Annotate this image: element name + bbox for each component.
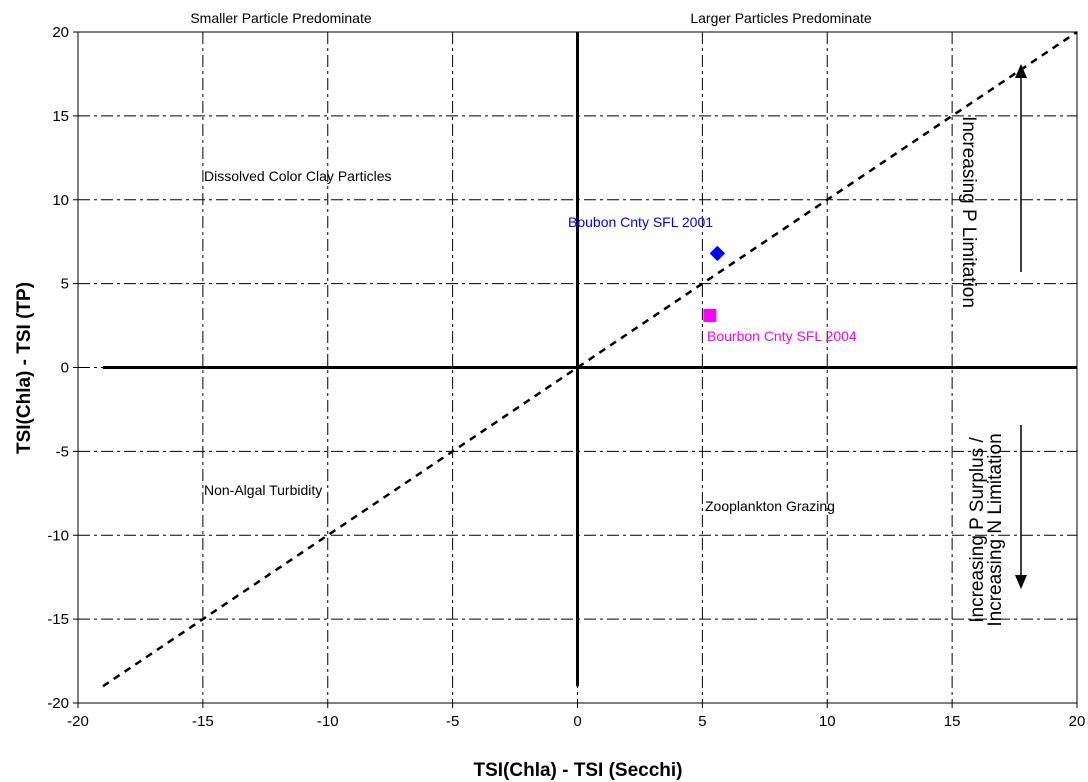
x-tick-label: 10 bbox=[819, 713, 836, 730]
reference-line-group bbox=[102, 30, 1078, 688]
down-arrow-label-line-2: Increasing N Limitation bbox=[985, 433, 1006, 626]
top-left-note: Smaller Particle Predominate bbox=[190, 10, 372, 26]
reference-line bbox=[102, 30, 1078, 688]
tick-labels: -20 -15 -10 -5 0 5 10 15 20 -20 -15 -10 -5 0 5 10 15 20 bbox=[47, 24, 1085, 730]
data-point-diamond bbox=[709, 245, 726, 262]
up-arrow-label: Increasing P Limitation bbox=[958, 116, 979, 308]
x-tick-label: -5 bbox=[446, 713, 459, 730]
x-tick-label: -15 bbox=[192, 713, 214, 730]
down-arrow-label-line-1: Increasing P Surplus / bbox=[967, 437, 988, 623]
y-tick-label: -5 bbox=[56, 443, 69, 460]
y-axis-title: TSI(Chla) - TSI (TP) bbox=[14, 282, 35, 454]
x-axis-title: TSI(Chla) - TSI (Secchi) bbox=[473, 760, 682, 781]
down-arrow-head bbox=[1015, 575, 1027, 589]
lower-right-region-label: Zooplankton Grazing bbox=[705, 498, 835, 514]
arrows bbox=[1015, 64, 1027, 589]
y-tick-label: 15 bbox=[52, 108, 69, 125]
x-tick-label: 20 bbox=[1069, 713, 1086, 730]
series-2004-label: Bourbon Cnty SFL 2004 bbox=[707, 328, 857, 344]
y-tick-label: 20 bbox=[52, 24, 69, 41]
x-tick-label: -20 bbox=[67, 713, 89, 730]
top-right-note: Larger Particles Predominate bbox=[690, 10, 872, 26]
data-point-square bbox=[703, 308, 717, 322]
x-tick-label: 0 bbox=[573, 713, 581, 730]
up-arrow-head bbox=[1015, 64, 1027, 78]
x-tick-label: -10 bbox=[317, 713, 339, 730]
y-tick-label: -10 bbox=[47, 527, 69, 544]
y-tick-label: -20 bbox=[47, 695, 69, 712]
data-points bbox=[703, 245, 726, 322]
y-tick-label: 10 bbox=[52, 192, 69, 209]
x-tick-label: 5 bbox=[698, 713, 706, 730]
series-2001-label: Boubon Cnty SFL 2001 bbox=[568, 214, 713, 230]
y-tick-label: -15 bbox=[47, 611, 69, 628]
upper-left-region-label: Dissolved Color Clay Particles bbox=[204, 168, 392, 184]
y-tick-label: 5 bbox=[61, 276, 69, 293]
x-tick-label: 15 bbox=[944, 713, 961, 730]
lower-left-region-label: Non-Algal Turbidity bbox=[204, 482, 322, 498]
y-tick-label: 0 bbox=[61, 360, 69, 377]
